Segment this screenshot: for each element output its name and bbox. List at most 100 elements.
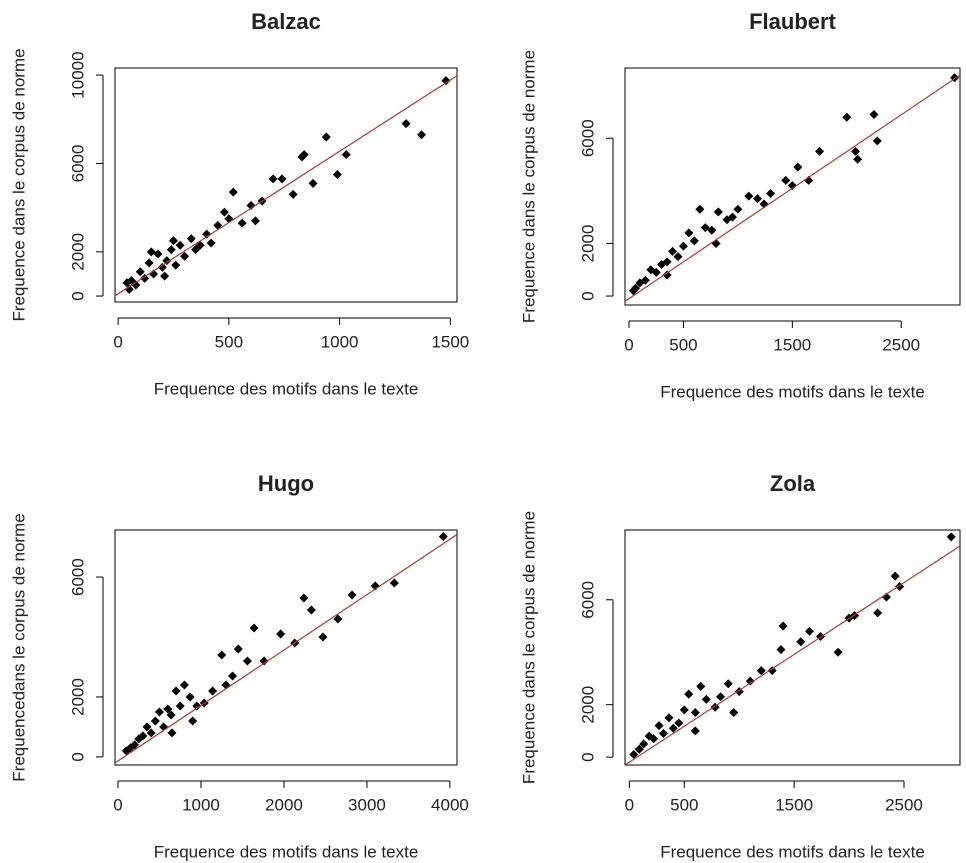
data-point [192,701,202,711]
data-point [228,671,238,681]
x-axis-label: Frequence des motifs dans le texte [154,379,419,398]
data-point [796,637,806,647]
chart-title: Hugo [258,471,314,496]
data-point [778,621,788,631]
y-axis-label: Frequencedans le corpus de norme [9,513,28,781]
data-point [389,578,399,588]
x-tick-label: 1000 [321,332,359,351]
data-point [629,750,639,760]
data-point [707,225,717,235]
data-point [776,645,786,655]
data-point [250,216,260,226]
data-point [756,666,766,676]
chart-title: Zola [770,471,816,496]
data-point [142,722,152,732]
data-point [276,629,286,639]
data-point [713,207,723,217]
data-point [321,132,331,142]
data-point [259,656,269,666]
data-point [805,626,815,636]
data-point [722,215,732,225]
y-axis-label: Frequence dans le corpus de norme [519,511,538,784]
data-point [163,704,173,714]
x-tick-label: 2000 [265,795,303,814]
data-point [438,532,448,542]
x-tick-label: 0 [624,335,633,354]
data-point [219,207,229,217]
data-point [850,146,860,156]
y-axis-label: Frequence dans le corpus de norme [9,48,28,321]
data-point [217,650,227,660]
data-point [171,260,181,270]
data-point [246,200,256,210]
x-tick-label: 0 [113,332,122,351]
data-point [332,170,342,180]
data-point [673,252,683,262]
x-tick-label: 500 [669,335,697,354]
data-point [308,178,318,188]
x-tick-label: 1500 [775,795,813,814]
data-point [662,270,672,280]
y-axis-label: Frequence dans le corpus de norme [519,50,538,323]
data-point [729,708,739,718]
x-axis-label: Frequence des motifs dans le texte [154,842,419,861]
x-tick-label: 1000 [182,795,220,814]
data-point [140,273,150,283]
data-point [787,181,797,191]
data-point [646,265,656,275]
x-tick-label: 0 [113,795,122,814]
y-tick-label: 2000 [578,225,597,263]
data-point [175,701,185,711]
data-point [146,247,156,257]
data-point [696,681,706,691]
y-tick-label: 6000 [68,558,87,596]
data-point [657,259,667,269]
data-point [695,204,705,214]
data-point [206,238,216,248]
data-point [635,278,645,288]
data-point [700,223,710,233]
y-tick-label: 0 [68,291,87,300]
data-point [154,707,164,717]
data-point [873,608,883,618]
data-point [233,644,243,654]
data-point [684,689,694,699]
x-tick-label: 2500 [885,795,923,814]
data-point [149,269,159,279]
data-point [299,593,309,603]
data-point [781,175,791,185]
data-point [333,614,343,624]
data-point [175,240,185,250]
data-point [180,251,190,261]
chart-title: Balzac [251,9,321,34]
data-point [171,686,181,696]
data-point [208,686,218,696]
plot-box [624,529,961,766]
data-point [249,623,259,633]
chart-title: Flaubert [749,9,836,34]
data-point [166,710,176,720]
y-tick-label: 2000 [578,686,597,724]
y-tick-label: 6000 [578,119,597,157]
data-point [213,220,223,230]
y-tick-label: 0 [68,752,87,761]
y-tick-label: 6000 [578,581,597,619]
data-point [341,150,351,160]
y-tick-label: 0 [578,291,597,300]
data-point [188,716,198,726]
x-tick-label: 0 [625,795,634,814]
data-point [668,723,678,733]
data-point [723,679,733,689]
data-point [815,146,825,156]
data-point [166,245,176,255]
data-point [347,590,357,600]
data-point [766,188,776,198]
data-point [146,728,156,738]
data-point [417,130,427,140]
data-point [186,234,196,244]
data-point [664,713,674,723]
data-point [853,154,863,164]
fit-line [624,74,961,302]
data-point [658,729,668,739]
data-point [869,110,879,120]
